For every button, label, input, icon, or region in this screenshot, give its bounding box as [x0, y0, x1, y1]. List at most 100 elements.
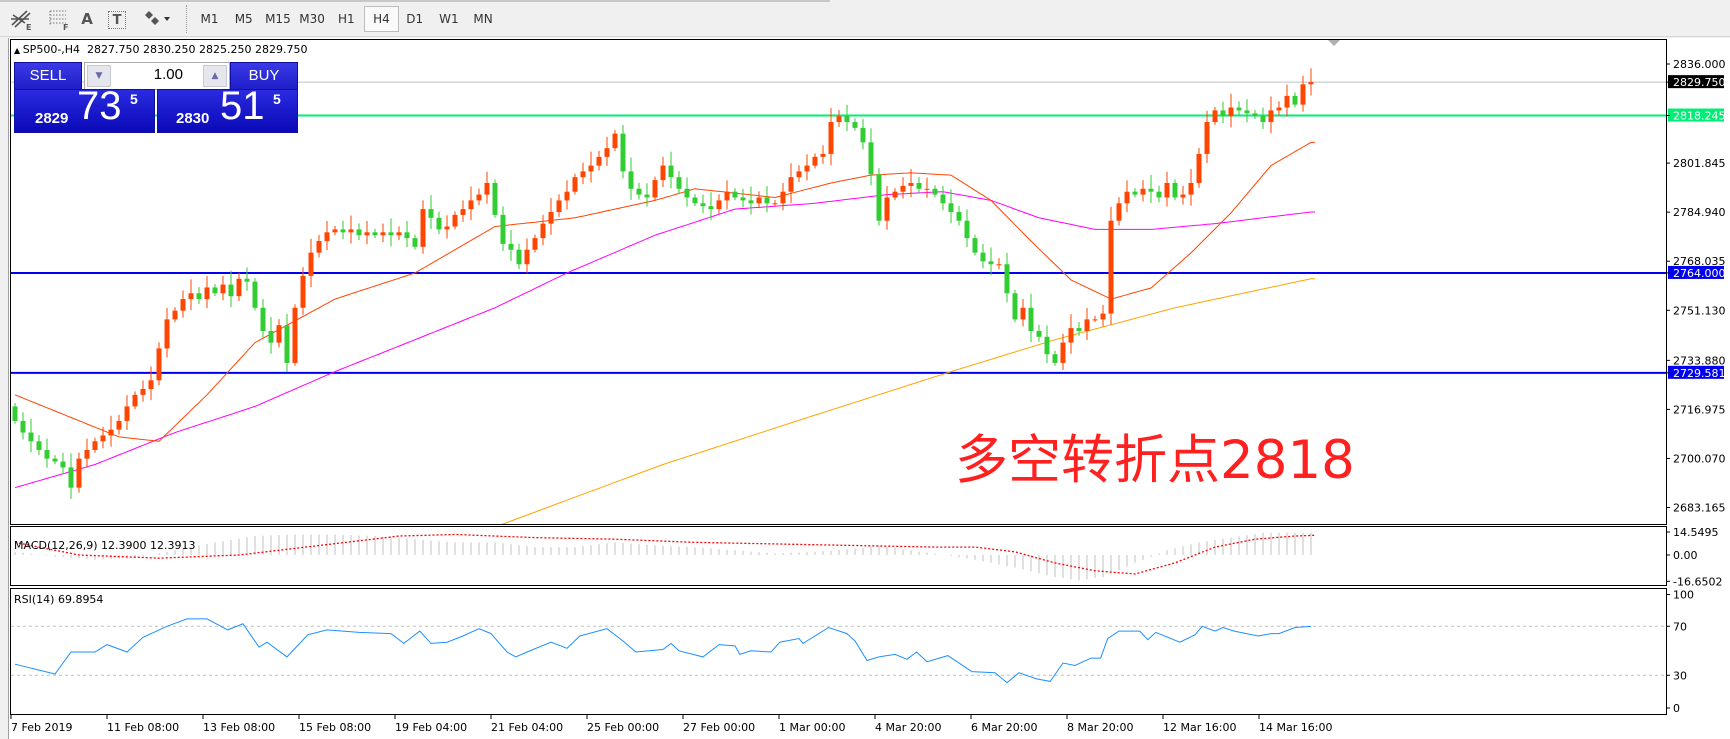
candle[interactable] [892, 188, 898, 201]
candle[interactable] [492, 179, 498, 218]
candle[interactable] [60, 452, 66, 475]
candle[interactable] [708, 192, 714, 221]
candle[interactable] [812, 153, 818, 169]
candle[interactable] [76, 452, 82, 493]
candle[interactable] [580, 162, 586, 185]
candle[interactable] [284, 313, 290, 372]
candle[interactable] [1140, 180, 1146, 202]
candle[interactable] [516, 243, 522, 270]
candle[interactable] [180, 290, 186, 318]
candle[interactable] [844, 104, 850, 132]
timeframe-mn[interactable]: MN [473, 12, 493, 26]
candle[interactable] [236, 272, 242, 302]
candle[interactable] [1196, 147, 1202, 188]
candle[interactable] [476, 188, 482, 206]
sell-button[interactable]: SELL [14, 62, 82, 90]
candle[interactable] [1180, 185, 1186, 205]
candle[interactable] [588, 151, 594, 183]
candle[interactable] [1276, 101, 1282, 116]
candle[interactable] [668, 151, 674, 189]
candle[interactable] [996, 258, 1002, 270]
candle[interactable] [644, 183, 650, 207]
candle[interactable] [836, 110, 842, 127]
candle[interactable] [268, 317, 274, 354]
candle[interactable] [916, 176, 922, 194]
candle[interactable] [868, 128, 874, 186]
candle[interactable] [1268, 96, 1274, 134]
candle[interactable] [636, 182, 642, 200]
candle[interactable] [1252, 109, 1258, 120]
timeframe-h4[interactable]: H4 [364, 6, 399, 32]
timeframe-m5[interactable]: M5 [234, 12, 253, 26]
candle[interactable] [228, 270, 234, 308]
candle[interactable] [852, 118, 858, 131]
candle[interactable] [716, 194, 722, 214]
candle[interactable] [188, 279, 194, 311]
candle[interactable] [100, 426, 106, 449]
candle[interactable] [572, 173, 578, 195]
collapse-triangle-icon[interactable]: ▲ [14, 46, 23, 55]
candle[interactable] [796, 165, 802, 183]
candle[interactable] [220, 275, 226, 301]
candle[interactable] [1028, 293, 1034, 343]
candle[interactable] [1060, 333, 1066, 370]
candle[interactable] [28, 418, 34, 453]
candle[interactable] [148, 366, 154, 401]
candle[interactable] [820, 145, 826, 164]
candle[interactable] [92, 437, 98, 453]
candle[interactable] [1284, 84, 1290, 117]
candle[interactable] [20, 412, 26, 440]
candle[interactable] [1172, 179, 1178, 201]
candle[interactable] [732, 188, 738, 201]
candle[interactable] [1044, 325, 1050, 364]
candle[interactable] [1164, 171, 1170, 207]
candle[interactable] [532, 234, 538, 253]
candle[interactable] [860, 119, 866, 150]
candle[interactable] [924, 177, 930, 198]
candle[interactable] [44, 438, 50, 468]
candle[interactable] [252, 278, 258, 311]
candle[interactable] [1084, 308, 1090, 341]
candle[interactable] [540, 214, 546, 246]
timeframe-m15[interactable]: M15 [265, 12, 291, 26]
candle[interactable] [332, 225, 338, 236]
candle[interactable] [1308, 68, 1314, 96]
lot-decrease-button[interactable]: ▼ [87, 65, 111, 87]
candle[interactable] [604, 136, 610, 166]
candle[interactable] [660, 156, 666, 188]
candle[interactable] [412, 234, 418, 250]
candle[interactable] [556, 194, 562, 217]
candle[interactable] [724, 180, 730, 210]
candle[interactable] [940, 185, 946, 211]
candle[interactable] [52, 455, 58, 465]
candle[interactable] [900, 177, 906, 199]
candle[interactable] [548, 198, 554, 235]
candle[interactable] [348, 215, 354, 244]
candle[interactable] [780, 182, 786, 211]
candle[interactable] [364, 220, 370, 245]
candle[interactable] [628, 157, 634, 200]
candle[interactable] [308, 238, 314, 287]
candle[interactable] [1300, 75, 1306, 112]
candle[interactable] [740, 188, 746, 208]
candle[interactable] [1260, 107, 1266, 130]
candle[interactable] [292, 304, 298, 366]
candle[interactable] [164, 308, 170, 358]
candle[interactable] [980, 243, 986, 269]
candle[interactable] [1132, 188, 1138, 198]
candle[interactable] [756, 191, 762, 209]
candle[interactable] [948, 189, 954, 224]
candle[interactable] [1052, 350, 1058, 366]
candle[interactable] [452, 211, 458, 230]
candle[interactable] [204, 276, 210, 309]
fibonacci-fan-icon[interactable]: F [45, 6, 73, 32]
candle[interactable] [196, 287, 202, 304]
candle[interactable] [260, 299, 266, 338]
candle[interactable] [84, 438, 90, 468]
candle[interactable] [1068, 314, 1074, 354]
arrows-dropdown-icon[interactable] [140, 6, 174, 32]
candle[interactable] [676, 171, 682, 194]
candle[interactable] [124, 395, 130, 431]
candle[interactable] [388, 218, 394, 247]
candle[interactable] [172, 307, 178, 323]
